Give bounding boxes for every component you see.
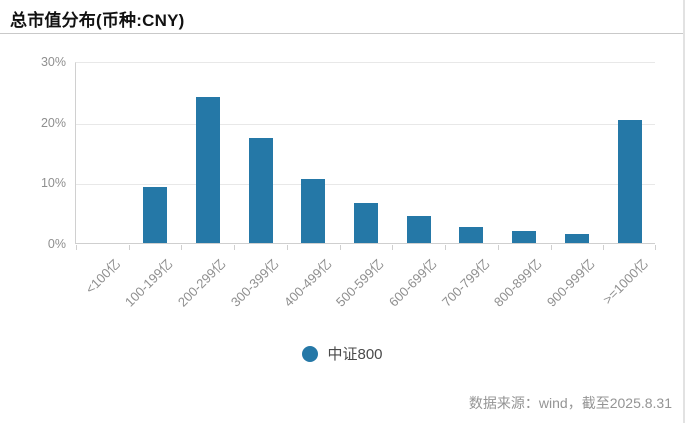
data-source-note: 数据来源：wind，截至2025.8.31 bbox=[468, 395, 672, 411]
x-axis-tick bbox=[603, 245, 605, 250]
x-tick-label->=1000亿: >=1000亿 bbox=[599, 256, 651, 308]
x-axis-tick bbox=[497, 245, 499, 250]
x-axis-tick bbox=[655, 245, 656, 250]
y-axis-labels: 0% 10% 20% 30% bbox=[0, 55, 66, 251]
bar-300-399亿[interactable] bbox=[248, 138, 273, 243]
bar->=1000亿[interactable] bbox=[617, 120, 642, 243]
y-tick-label-20%: 20% bbox=[40, 115, 66, 130]
x-axis-tick bbox=[234, 245, 236, 250]
x-tick-label-600-699亿: 600-699亿 bbox=[385, 256, 440, 310]
gridline-10% bbox=[76, 184, 655, 186]
y-tick-label-10%: 10% bbox=[40, 176, 66, 191]
x-tick-label-300-399亿: 300-399亿 bbox=[227, 256, 282, 310]
x-tick-label-800-899亿: 800-899亿 bbox=[491, 256, 545, 310]
bar-700-799亿[interactable] bbox=[459, 227, 484, 243]
x-tick-label-700-799亿: 700-799亿 bbox=[438, 256, 493, 310]
legend-item-zhongzheng800[interactable]: 中证800 bbox=[0, 343, 685, 364]
y-tick-label-30%: 30% bbox=[40, 55, 66, 69]
bar-500-599亿[interactable] bbox=[354, 203, 378, 243]
bar-100-199亿[interactable] bbox=[143, 187, 168, 243]
y-tick-label-0%: 0% bbox=[47, 237, 66, 251]
bar-600-699亿[interactable] bbox=[406, 216, 431, 243]
x-axis-tick bbox=[286, 245, 288, 250]
x-axis-labels: <100亿 100-199亿 200-299亿 300-399亿 400-499亿 500… bbox=[75, 250, 655, 320]
gridline-20% bbox=[76, 123, 655, 125]
legend-label: 中证800 bbox=[327, 346, 383, 363]
x-axis-tick bbox=[76, 245, 77, 250]
bar-800-899亿[interactable] bbox=[512, 231, 537, 243]
bar-200-299亿[interactable] bbox=[195, 97, 220, 243]
x-axis-tick bbox=[339, 245, 341, 250]
x-axis-tick bbox=[445, 245, 447, 250]
plot-area bbox=[75, 62, 656, 250]
x-axis-tick bbox=[392, 245, 394, 250]
x-tick-label-100-199亿: 100-199亿 bbox=[122, 256, 176, 310]
x-tick-label-<100亿: <100亿 bbox=[82, 256, 124, 297]
chart-title: 总市值分布(币种:CNY) bbox=[10, 11, 185, 30]
x-axis-tick bbox=[550, 245, 552, 250]
x-axis-tick bbox=[181, 245, 183, 250]
legend-marker-icon bbox=[302, 345, 319, 362]
title-divider bbox=[0, 33, 685, 34]
bar-900-999亿[interactable] bbox=[564, 234, 589, 243]
x-axis-tick bbox=[128, 245, 130, 250]
x-tick-label-400-499亿: 400-499亿 bbox=[280, 256, 334, 310]
x-tick-label-200-299亿: 200-299亿 bbox=[174, 256, 229, 310]
x-tick-label-900-999亿: 900-999亿 bbox=[544, 256, 598, 310]
x-tick-label-500-599亿: 500-599亿 bbox=[333, 256, 387, 310]
page-right-border bbox=[683, 0, 685, 423]
bar-400-499亿[interactable] bbox=[301, 179, 326, 243]
